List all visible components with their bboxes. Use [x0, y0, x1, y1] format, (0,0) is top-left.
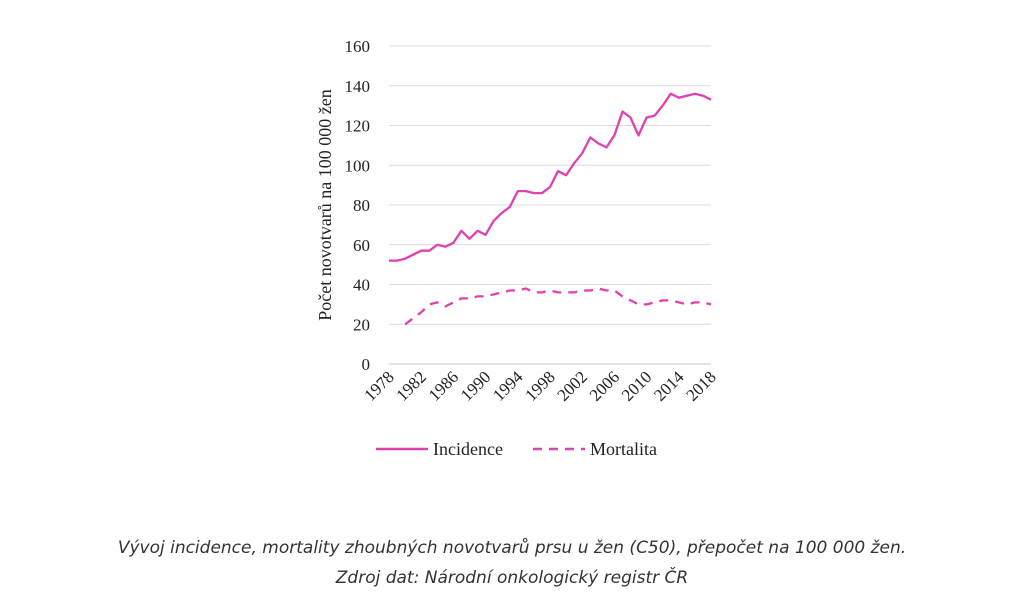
y-axis-label: Počet novotvarů na 100 000 žen	[315, 89, 335, 320]
y-tick-label: 160	[345, 37, 371, 56]
gridlines	[389, 45, 711, 365]
x-tick-label: 1986	[425, 367, 462, 404]
y-tick-label: 0	[362, 355, 371, 374]
series-line-incidence	[389, 92, 712, 262]
x-tick-label: 1998	[521, 367, 558, 404]
x-tick-label: 1994	[489, 367, 527, 405]
x-axis-ticks: 1978198219861990199419982002200620102014…	[360, 367, 719, 405]
x-tick-label: 1990	[457, 367, 494, 404]
y-tick-label: 100	[345, 156, 371, 175]
data-series	[389, 92, 712, 326]
x-tick-label: 2010	[618, 367, 655, 404]
x-tick-label: 1982	[393, 367, 430, 404]
y-tick-label: 80	[353, 196, 370, 215]
legend: Incidence Mortalita	[376, 439, 657, 459]
y-tick-label: 140	[345, 77, 371, 96]
data-source-caption: Zdroj dat: Národní onkologický registr Č…	[335, 568, 689, 588]
y-tick-label: 20	[353, 315, 370, 334]
series-line-mortalita	[404, 287, 712, 326]
y-axis-ticks: 0 20 40 60 80 100 120 140 160	[345, 37, 371, 374]
x-tick-label: 2018	[682, 367, 719, 404]
y-tick-label: 120	[345, 117, 371, 136]
legend-incidence-label: Incidence	[433, 439, 503, 459]
x-tick-label: 2006	[586, 367, 623, 404]
figure-caption: Vývoj incidence, mortality zhoubných nov…	[117, 538, 907, 558]
legend-mortalita-label: Mortalita	[590, 439, 657, 459]
x-tick-label: 2014	[650, 367, 688, 405]
line-chart: 0 20 40 60 80 100 120 140 160 197819821986199019…	[315, 37, 720, 459]
y-tick-label: 40	[353, 276, 370, 295]
y-tick-label: 60	[353, 236, 370, 255]
x-tick-label: 2002	[554, 367, 591, 404]
